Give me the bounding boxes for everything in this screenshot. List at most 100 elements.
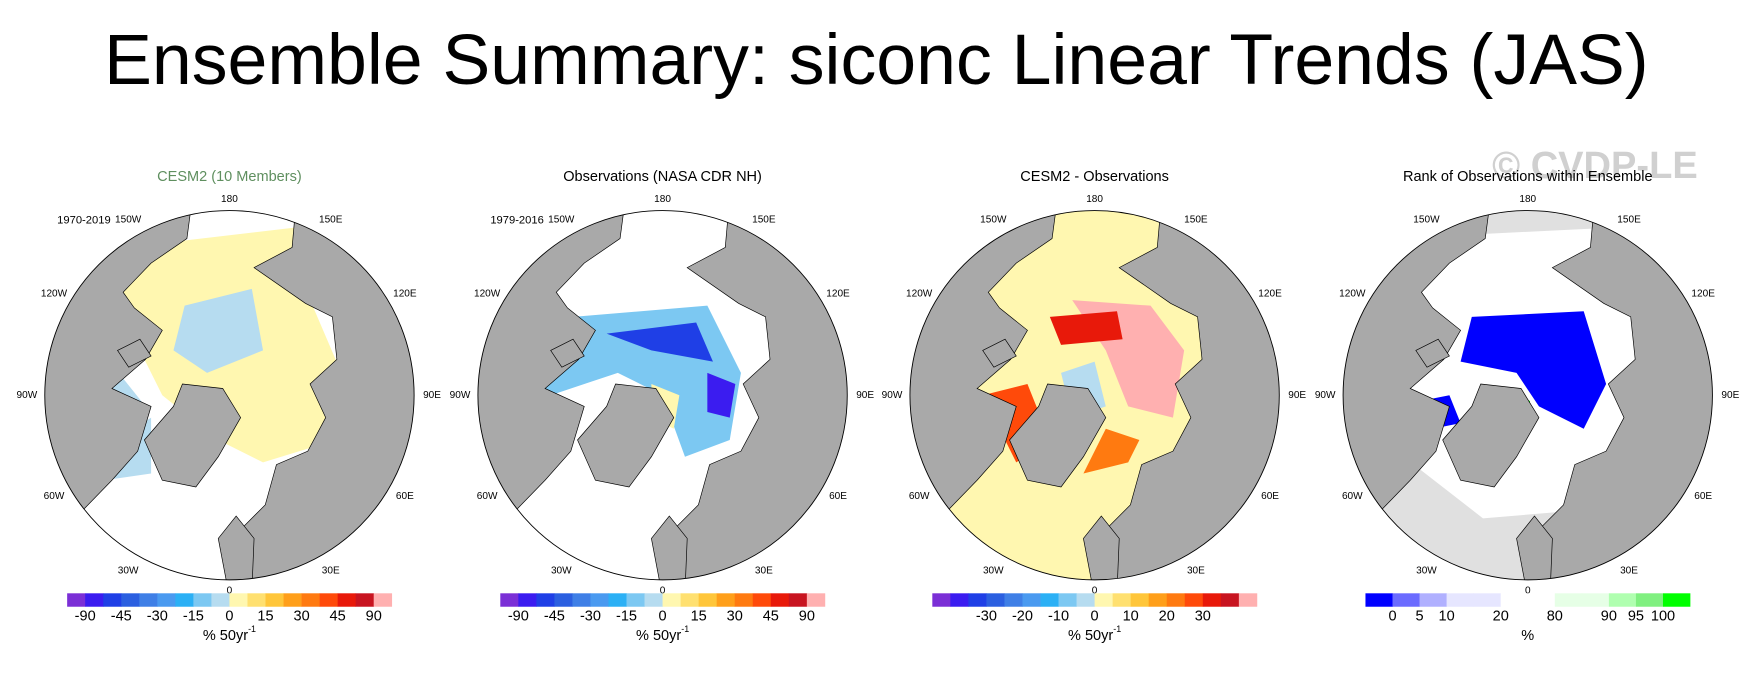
longitude-label: 150W (1413, 214, 1440, 225)
colorbar-box (698, 593, 718, 607)
panel-title: CESM2 - Observations (1020, 169, 1169, 185)
longitude-label: 60W (909, 491, 930, 502)
colorbar-box (536, 593, 555, 607)
longitude-label: 180 (1086, 194, 1103, 205)
shaded-region (707, 372, 736, 418)
map-field (909, 210, 1280, 580)
colorbar-box (644, 593, 663, 607)
colorbar-label: 15 (257, 609, 273, 625)
colorbar-label: 20 (1493, 609, 1509, 625)
colorbar-box (85, 593, 104, 607)
longitude-label: 30E (1620, 565, 1638, 576)
colorbar-box (950, 593, 969, 607)
colorbar-box (500, 593, 519, 607)
colorbar-box (734, 593, 754, 607)
colorbar-box (211, 593, 230, 607)
colorbar-box (1166, 593, 1186, 607)
panel-title: Rank of Observations within Ensemble (1403, 169, 1653, 185)
longitude-label: 150W (115, 214, 142, 225)
colorbar-box (662, 593, 681, 607)
longitude-label: 120W (41, 289, 68, 300)
colorbar-box (1202, 593, 1222, 607)
colorbar-label: 95 (1628, 609, 1644, 625)
figure-title: Ensemble Summary: siconc Linear Trends (… (104, 20, 1648, 100)
map-field (44, 210, 415, 580)
longitude-label: 120W (906, 289, 933, 300)
colorbar-label: 10 (1123, 609, 1139, 625)
colorbar-box (265, 593, 284, 607)
longitude-label: 0 (1092, 586, 1098, 597)
colorbar-box (1635, 593, 1664, 607)
colorbar-unit: % 50yr-1 (203, 625, 256, 644)
map-field (477, 210, 848, 580)
colorbar-box (1473, 593, 1502, 607)
longitude-label: 30W (118, 565, 139, 576)
longitude-label: 150E (1184, 214, 1208, 225)
longitude-label: 0 (1525, 586, 1531, 597)
map-border (909, 210, 1280, 581)
colorbar-label: -45 (544, 609, 565, 625)
colorbar-box (1058, 593, 1077, 607)
longitude-label: 120E (1691, 289, 1715, 300)
colorbar-box (1004, 593, 1023, 607)
colorbar-box (554, 593, 573, 607)
colorbar-box (716, 593, 736, 607)
map-field (1343, 210, 1713, 580)
longitude-label: 60W (44, 491, 65, 502)
colorbar-label: -45 (111, 609, 132, 625)
longitude-label: 30E (755, 565, 773, 576)
colorbar-box (752, 593, 772, 607)
colorbar-label: -15 (183, 609, 204, 625)
colorbar-box (337, 593, 357, 607)
colorbar-box (1392, 593, 1420, 607)
longitude-label: 60E (1261, 491, 1279, 502)
panel-title: Observations (NASA CDR NH) (563, 169, 762, 185)
colorbar-box (1076, 593, 1095, 607)
period-label: 1979-2016 (490, 215, 544, 227)
colorbar-box (788, 593, 808, 607)
colorbar-box (518, 593, 537, 607)
longitude-label: 60W (477, 491, 498, 502)
colorbar-unit: % (1521, 628, 1534, 644)
longitude-label: 30E (322, 565, 340, 576)
unit-exponent: -1 (248, 625, 256, 635)
longitude-label: 150W (980, 214, 1007, 225)
colorbar-box (1220, 593, 1240, 607)
longitude-label: 90W (1315, 390, 1336, 401)
colorbar-label: 0 (225, 609, 233, 625)
colorbar-box (968, 593, 987, 607)
colorbar-box (1238, 593, 1258, 607)
longitude-label: 120E (393, 289, 417, 300)
longitude-label: 90W (17, 390, 38, 401)
colorbar-box (1112, 593, 1132, 607)
colorbar-box (1608, 593, 1637, 607)
colorbar-box (121, 593, 140, 607)
colorbar-box (193, 593, 212, 607)
longitude-label: 150W (548, 214, 575, 225)
longitude-label: 0 (227, 586, 233, 597)
longitude-label: 90E (1721, 390, 1739, 401)
polar-map (909, 210, 1280, 581)
colorbar-box (770, 593, 790, 607)
colorbar-box (626, 593, 645, 607)
longitude-label: 150E (752, 214, 776, 225)
period-label: 1970-2019 (57, 215, 111, 227)
longitude-label: 120W (1339, 289, 1366, 300)
colorbar-box (373, 593, 393, 607)
watermark: © CVDP-LE (1492, 145, 1698, 187)
longitude-label: 90W (882, 390, 903, 401)
longitude-label: 90E (423, 390, 441, 401)
colorbar-box (1554, 593, 1583, 607)
colorbar-label: 0 (1091, 609, 1099, 625)
shaded-region (1460, 311, 1607, 429)
colorbar-box (1040, 593, 1059, 607)
colorbar-box (67, 593, 86, 607)
panel-title: CESM2 (10 Members) (157, 169, 302, 185)
colorbar-label: 90 (1601, 609, 1617, 625)
colorbar-label: 5 (1416, 609, 1424, 625)
longitude-label: 30W (983, 565, 1004, 576)
colorbar-box (1581, 593, 1610, 607)
colorbar-label: -90 (508, 609, 529, 625)
colorbar-label: -30 (147, 609, 168, 625)
